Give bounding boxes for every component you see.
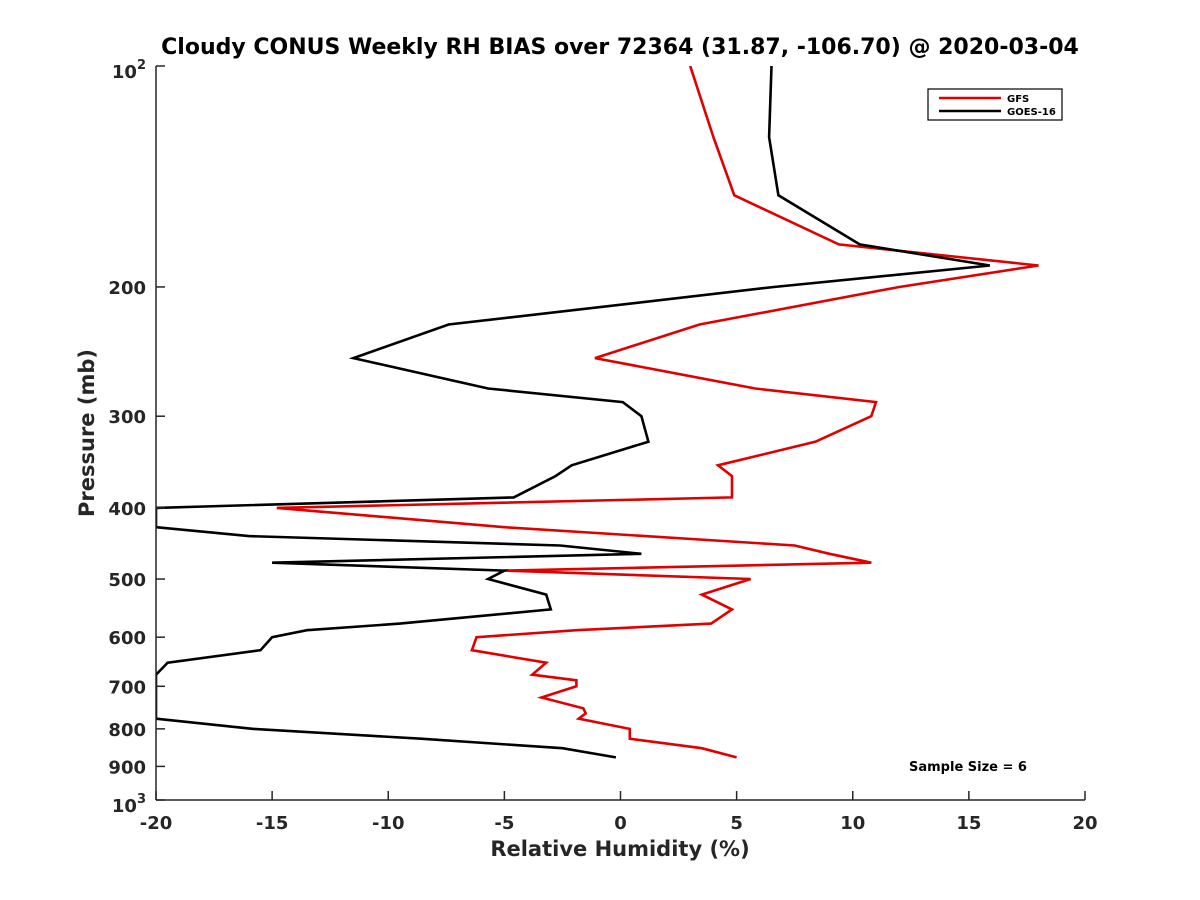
y-tick-label: 400	[108, 499, 146, 520]
legend-box	[927, 88, 1063, 121]
x-tick-label: 5	[730, 813, 743, 834]
series-line-goes-16	[156, 66, 991, 759]
y-tick-label: 900	[108, 757, 146, 778]
legend: GFS GOES-16	[927, 88, 1063, 121]
x-tick-label: -20	[140, 813, 173, 834]
chart-title: Cloudy CONUS Weekly RH BIAS over 72364 (…	[161, 35, 1079, 60]
x-tick-label: 0	[614, 813, 627, 834]
x-axis-label: Relative Humidity (%)	[490, 837, 749, 861]
legend-label: GFS	[1007, 94, 1029, 105]
series-layer	[156, 66, 1039, 759]
y-tick-label: 700	[108, 677, 146, 698]
y-tick-label: 800	[108, 720, 146, 741]
sample-size-annotation: Sample Size = 6	[909, 760, 1027, 775]
x-tick-label: 20	[1072, 813, 1097, 834]
y-tick-label: 103	[112, 792, 146, 817]
axes-layer: -20 -15 -10 -5 0 5 10 15 20 102 200 300 400 500 600 700…	[108, 58, 1097, 834]
series-line-gfs	[276, 66, 1039, 759]
x-tick-label: -15	[256, 813, 289, 834]
legend-label: GOES-16	[1007, 107, 1056, 118]
y-tick-label: 102	[112, 58, 146, 83]
x-tick-label: -5	[494, 813, 514, 834]
x-tick-label: -10	[372, 813, 405, 834]
x-tick-label: 15	[956, 813, 981, 834]
y-tick-label: 500	[108, 570, 146, 591]
x-tick-label: 10	[840, 813, 865, 834]
y-axis-label: Pressure (mb)	[75, 349, 99, 517]
y-tick-label: 300	[108, 407, 146, 428]
y-tick-label: 200	[108, 278, 146, 299]
y-tick-label: 600	[108, 628, 146, 649]
